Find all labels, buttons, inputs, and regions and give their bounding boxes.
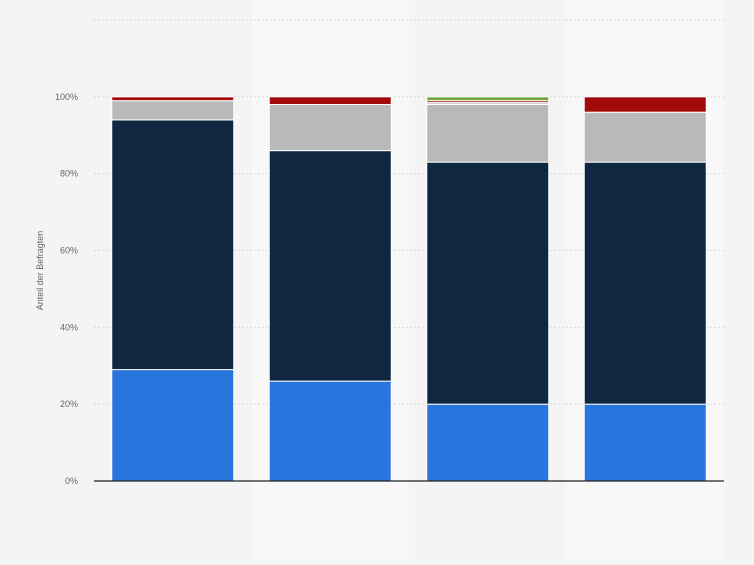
y-tick-label: 0% [65,476,78,486]
bar-segment-3-series-2 [426,161,550,405]
y-tick-label: 60% [60,246,78,256]
bars [111,96,707,482]
bar-segment-2-series-2 [268,150,392,382]
bar-segment-4-series-5 [583,96,707,113]
bar-segment-4-series-3 [583,111,707,163]
bar-segment-4-series-2 [583,161,707,405]
bar-segment-1-series-2 [111,119,235,371]
bar-segment-1-series-1 [111,369,235,482]
y-tick-labels: 0% 20% 40% 60% 80% 100% [55,92,78,486]
bar-segment-4-series-1 [583,403,707,482]
bar-segment-3-series-3 [426,104,550,163]
y-tick-label: 80% [60,169,78,179]
bar-segment-2-series-3 [268,104,392,152]
bar-segment-3-series-6 [426,96,550,102]
y-tick-label: 40% [60,322,78,332]
bar-segment-3-series-1 [426,403,550,482]
bar-segment-2-series-5 [268,96,392,106]
bar-segment-1-series-3 [111,100,235,121]
y-axis-title: Anteil der Befragten [35,231,45,311]
bar-segment-2-series-1 [268,380,392,482]
y-tick-label: 20% [60,399,78,409]
y-tick-label: 100% [55,92,78,102]
bar-segment-1-series-5 [111,96,235,102]
